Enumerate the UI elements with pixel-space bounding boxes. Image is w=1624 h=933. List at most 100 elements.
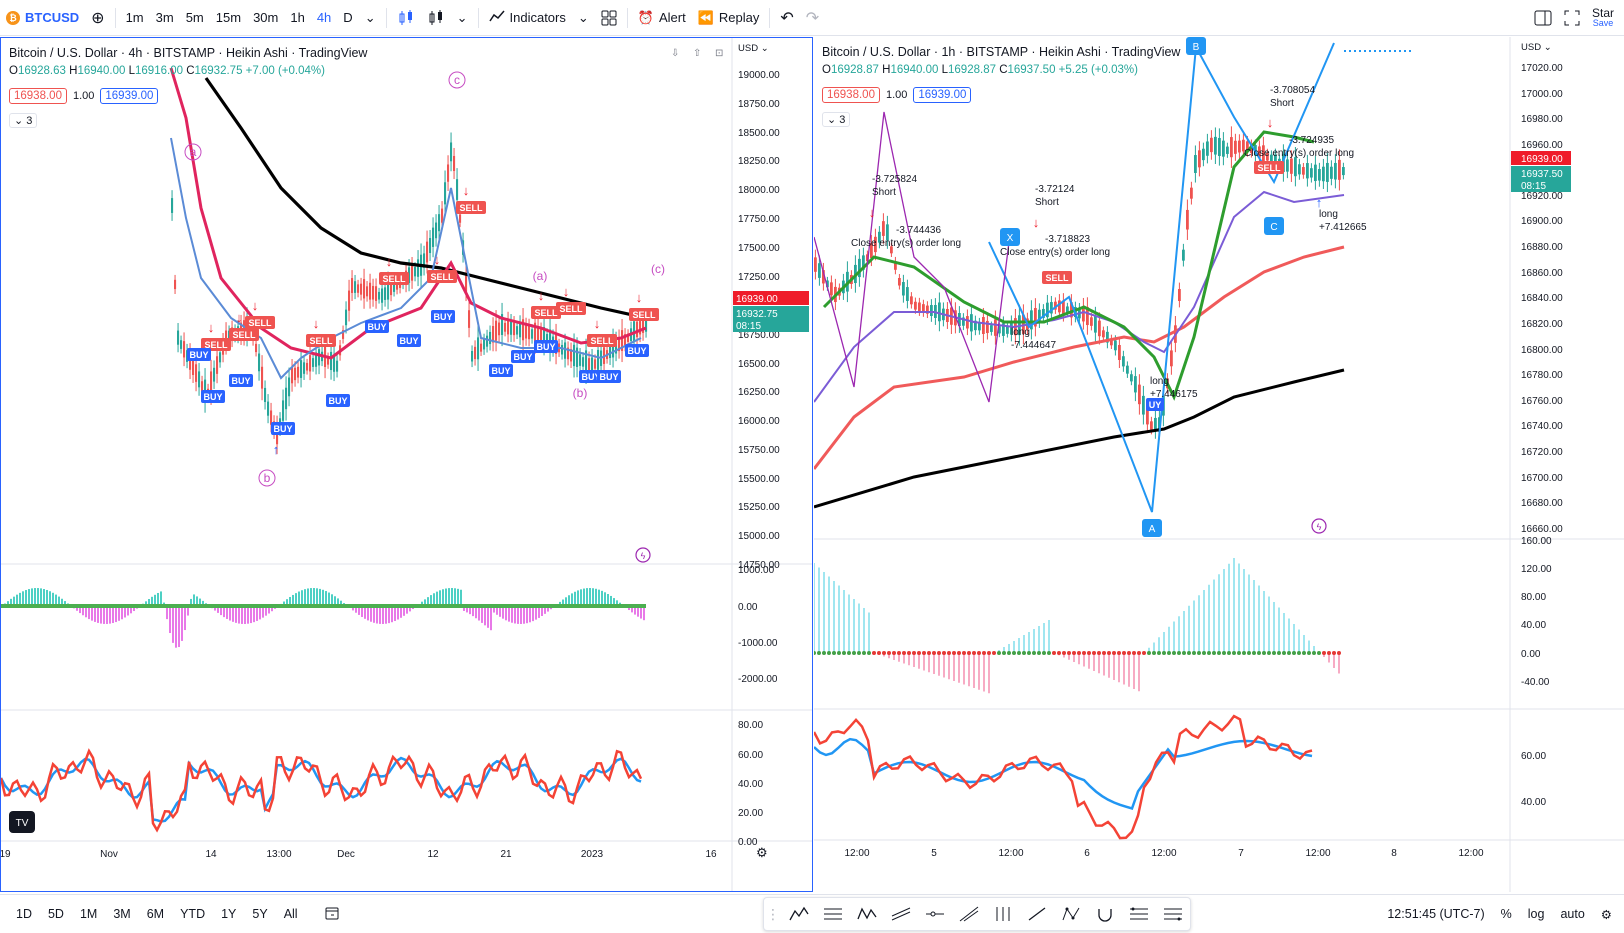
range-ytd[interactable]: YTD	[180, 907, 206, 921]
redo-icon[interactable]: ↷	[805, 9, 820, 27]
interval-d[interactable]: D	[343, 10, 353, 25]
left-sell-arrow: ↓	[313, 316, 320, 331]
layout-panels-icon[interactable]	[1528, 0, 1558, 36]
pitchfork-icon[interactable]	[952, 898, 986, 930]
layout-grid-icon[interactable]	[595, 0, 623, 36]
elliott-wave-icon[interactable]	[782, 898, 816, 930]
settings-gear-icon[interactable]: ⚙	[1600, 907, 1612, 922]
horizontal-ray-icon[interactable]	[918, 898, 952, 930]
compare-add-icon[interactable]: ⊕	[91, 9, 105, 27]
range-5d[interactable]: 5D	[47, 907, 64, 921]
right-last-price-green: 16937.50	[1521, 169, 1563, 180]
right-indicator-toggle[interactable]: ⌄ 3	[822, 112, 851, 127]
left-macd-bar	[466, 606, 468, 613]
left-indicator-toggle[interactable]: ⌄ 3	[9, 113, 38, 128]
symbol-search[interactable]: ₿ BTCUSD	[0, 0, 85, 36]
right-pattern-point-bg	[1142, 519, 1162, 537]
chart-type-chevron-icon[interactable]: ⌄	[456, 9, 468, 25]
right-candle-body	[1102, 330, 1105, 338]
right-qty[interactable]: 1.00	[885, 89, 908, 101]
left-macd-bar	[31, 588, 33, 606]
right-chart-canvas[interactable]: USD ⌄ 17020.00 17000.00 16980.00 16960.00 169…	[814, 37, 1624, 892]
left-candle-body	[333, 354, 336, 372]
candles-icon[interactable]	[421, 0, 451, 36]
interval-dropdown-chevron-icon[interactable]: ⌄	[364, 9, 376, 25]
fib-extension-icon[interactable]	[1156, 898, 1190, 930]
drag-handle-icon[interactable]: ⋮	[766, 905, 780, 922]
range-1d[interactable]: 1D	[16, 907, 32, 921]
left-candle-body	[573, 344, 576, 367]
right-candle-body	[1262, 145, 1265, 162]
right-macd-dot	[1097, 651, 1101, 655]
left-macd-bar	[409, 606, 411, 612]
log-toggle[interactable]: log	[1527, 907, 1545, 921]
undo-icon[interactable]: ↶	[780, 9, 794, 27]
right-price-tick: 16900.00	[1521, 216, 1563, 227]
indicators-button[interactable]: Indicators	[483, 0, 572, 36]
left-sell-arrow: ↓	[208, 320, 215, 335]
left-macd-bar	[94, 606, 96, 622]
right-macd-dot	[1017, 651, 1021, 655]
interval-5m[interactable]: 5m	[185, 10, 204, 25]
vertical-lines-icon[interactable]	[986, 898, 1020, 930]
left-chart-canvas[interactable]: USD ⌄ 19000.00 18750.00 18500.00 18250.00 180…	[1, 38, 812, 891]
range-5y[interactable]: 5Y	[252, 907, 268, 921]
auto-toggle[interactable]: auto	[1560, 907, 1585, 921]
range-1m[interactable]: 1M	[79, 907, 98, 921]
right-candle-body	[1258, 146, 1261, 158]
percent-toggle[interactable]: %	[1500, 907, 1512, 921]
interval-30m[interactable]: 30m	[253, 10, 279, 25]
right-candle-body	[1002, 323, 1005, 336]
trend-line-icon[interactable]	[1020, 898, 1054, 930]
right-candle-body	[1322, 166, 1325, 182]
bitcoin-icon: ₿	[6, 10, 20, 25]
interval-1h[interactable]: 1h	[290, 10, 305, 25]
horizontal-lines-icon[interactable]	[816, 898, 850, 930]
alert-label: Alert	[658, 10, 686, 25]
range-all[interactable]: All	[283, 907, 298, 921]
left-time-tick: 12	[427, 849, 439, 860]
interval-1m[interactable]: 1m	[125, 10, 144, 25]
replay-button[interactable]: ⏪ Replay	[692, 0, 766, 36]
interval-3m[interactable]: 3m	[155, 10, 174, 25]
range-3m[interactable]: 3M	[113, 907, 131, 921]
bar-style-icon[interactable]	[391, 0, 421, 36]
left-buy-button[interactable]: 16939.00	[100, 88, 159, 104]
left-sell-button[interactable]: 16938.00	[9, 88, 67, 104]
left-candle-body	[255, 343, 258, 353]
fullscreen-icon[interactable]	[1558, 0, 1586, 36]
left-macd-bar	[16, 594, 18, 606]
range-6m[interactable]: 6M	[146, 907, 165, 921]
interval-15m[interactable]: 15m	[215, 10, 242, 25]
left-candle-body	[618, 336, 621, 352]
right-macd-dot	[1232, 651, 1236, 655]
node-network-icon[interactable]	[1054, 898, 1088, 930]
right-macd-dot	[852, 651, 856, 655]
trend-channel-icon[interactable]	[884, 898, 918, 930]
clock-timezone[interactable]: 12:51:45 (UTC-7)	[1387, 907, 1485, 921]
right-macd-dot	[937, 651, 941, 655]
left-macd-bar	[487, 606, 489, 628]
left-macd-bar	[259, 606, 261, 620]
left-chart-pane[interactable]: USD ⌄ 19000.00 18750.00 18500.00 18250.00 180…	[0, 37, 813, 892]
left-candle-body	[408, 267, 411, 283]
magnet-icon[interactable]	[1088, 898, 1122, 930]
left-qty[interactable]: 1.00	[72, 90, 95, 102]
left-macd-bar	[154, 594, 156, 606]
right-buy-button[interactable]: 16939.00	[913, 87, 972, 103]
indicators-chevron-icon[interactable]: ⌄	[577, 9, 589, 25]
goto-date-icon[interactable]	[316, 905, 348, 924]
left-macd-bar	[334, 596, 336, 606]
left-time-tick: Dec	[337, 849, 355, 860]
fib-retracement-icon[interactable]	[1122, 898, 1156, 930]
range-1y[interactable]: 1Y	[221, 907, 237, 921]
alert-button[interactable]: ⏰ Alert	[632, 0, 692, 36]
right-sell-signal: SELL	[1045, 273, 1069, 283]
right-chart-pane[interactable]: USD ⌄ 17020.00 17000.00 16980.00 16960.00 169…	[814, 37, 1624, 892]
interval-4h[interactable]: 4h	[316, 10, 332, 25]
left-macd-bar	[538, 606, 540, 618]
xabcd-pattern-icon[interactable]	[850, 898, 884, 930]
star-save-button[interactable]: Star Save	[1586, 0, 1624, 36]
right-sell-button[interactable]: 16938.00	[822, 87, 880, 103]
right-macd-dot	[837, 651, 841, 655]
